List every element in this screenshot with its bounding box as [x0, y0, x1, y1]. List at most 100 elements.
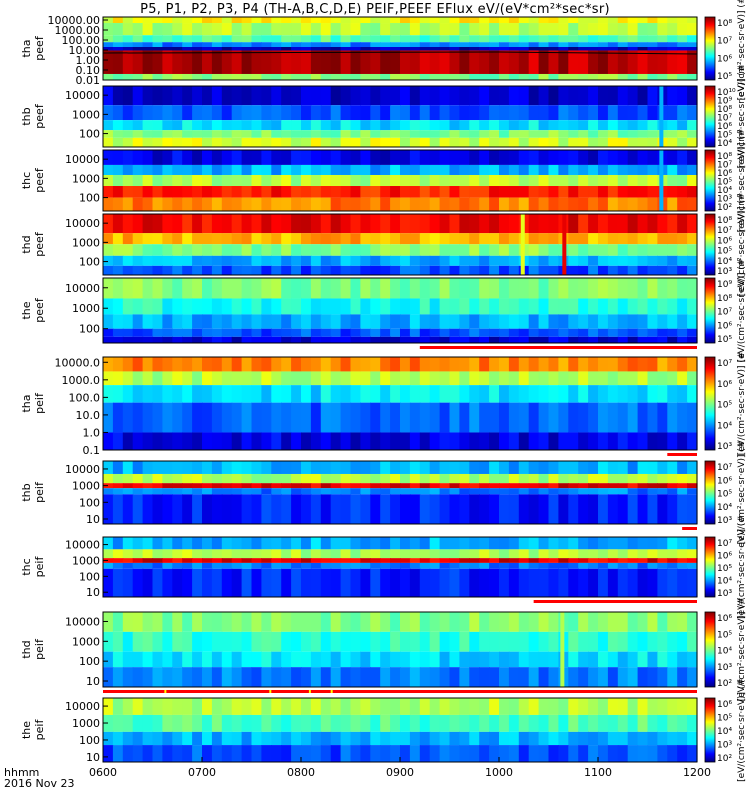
- spectrogram-cell-tha-peif: [360, 402, 371, 433]
- spectrogram-cell-thd-peif: [627, 651, 639, 668]
- spectrogram-cell-thb-peif: [429, 483, 441, 489]
- ylabel: peef: [33, 297, 46, 323]
- spectrogram-cell-thb-peef: [607, 105, 619, 121]
- spectrogram-cell-thb-peef: [202, 137, 213, 147]
- spectrogram-cell-tha-peif: [548, 357, 559, 372]
- spectrogram-cell-thd-peif: [221, 612, 233, 632]
- spectrogram-cell-thd-peif: [340, 667, 352, 687]
- spectrogram-cell-tha-peif: [667, 385, 678, 403]
- spectrogram-cell-thc-peif: [251, 549, 262, 559]
- spectrogram-cell-thd-peef: [122, 233, 134, 245]
- spectrogram-cell-the-peif: [409, 714, 421, 732]
- spectrogram-cell-thd-peef: [647, 244, 658, 256]
- spectrogram-cell-the-peef: [281, 328, 292, 337]
- spectrogram-cell-thc-peif: [637, 568, 649, 597]
- spectrogram-cell-thb-peef: [479, 120, 490, 131]
- spectrogram-cell-thd-peef: [340, 265, 352, 275]
- spectrogram-cell-tha-peef: [439, 47, 451, 51]
- spectrogram-cell-thb-peif: [419, 483, 431, 489]
- spectrogram-cell-the-peif: [508, 714, 520, 732]
- colorbar-title: [eV/(cm²·sec·sr·eV)] (#: [737, 259, 747, 363]
- spectrogram-cell-thd-peef: [370, 265, 381, 275]
- spectrogram-cell-thd-peef: [251, 214, 262, 234]
- spectrogram-cell-thd-peif: [360, 631, 371, 652]
- spectrogram-cell-tha-peif: [538, 385, 550, 403]
- spectrogram-cell-thb-peif: [330, 494, 342, 524]
- spectrogram-cell-the-peef: [568, 278, 579, 299]
- date-label: 2016 Nov 23: [4, 777, 74, 790]
- spectrogram-cell-the-peef: [469, 278, 480, 299]
- spectrogram-cell-thb-peif: [439, 483, 451, 489]
- spectrogram-cell-thd-peif: [667, 651, 678, 668]
- spectrogram-cell-thc-peef: [301, 150, 312, 165]
- spectrogram-cell-thb-peif: [578, 494, 589, 524]
- spectrogram-cell-thb-peif: [251, 488, 262, 495]
- spectrogram-cell-tha-peef: [251, 42, 262, 47]
- spectrogram-cell-thd-peef: [310, 233, 322, 245]
- spectrogram-cell-thd-peef: [211, 233, 223, 245]
- spectrogram-cell-thc-peef: [528, 197, 540, 211]
- spectrogram-cell-thb-peif: [617, 488, 629, 495]
- spectrogram-cell-thd-peif: [231, 612, 243, 632]
- spectrogram-cell-thb-peef: [459, 86, 470, 106]
- panel-frame-thb-peif: [102, 460, 698, 525]
- spectrogram-cell-thb-peif: [538, 473, 550, 484]
- spectrogram-cell-tha-peif: [499, 357, 510, 372]
- panel-frame-thc-peif: [102, 536, 698, 598]
- spectrogram-cell-the-peef: [588, 336, 599, 343]
- spectrogram-cell-tha-peif: [607, 371, 619, 386]
- spectrogram-cell-tha-peef: [112, 73, 124, 80]
- spectrogram-cell-thd-peif: [271, 631, 282, 652]
- spectrogram-cell-the-peif: [350, 714, 361, 732]
- spectrogram-cell-tha-peif: [122, 432, 134, 450]
- spectrogram-cell-the-peef: [360, 298, 371, 315]
- spectrogram-cell-thd-peef: [301, 265, 312, 275]
- spectrogram-cell-thb-peef: [251, 86, 262, 106]
- spectrogram-cell-the-peif: [340, 698, 352, 715]
- spectrogram-cell-thb-peif: [627, 461, 639, 474]
- spectrogram-cell-tha-peef: [429, 50, 441, 74]
- spectrogram-cell-thb-peif: [221, 494, 233, 524]
- ytick-label: 100: [79, 655, 100, 668]
- spectrogram-cell-thc-peif: [518, 568, 530, 597]
- spectrogram-cell-thd-peef: [439, 214, 451, 234]
- spectrogram-cell-thd-peif: [370, 631, 381, 652]
- spectrogram-cell-the-peef: [132, 336, 144, 343]
- spectrogram-cell-the-peef: [152, 328, 163, 337]
- spectrogram-cell-thc-peif: [657, 549, 668, 559]
- colorbar-tick-label: 10⁴: [717, 727, 732, 737]
- spectrogram-cell-thb-peif: [598, 483, 609, 489]
- spectrogram-cell-thc-peif: [192, 558, 203, 563]
- spectrogram-cell-the-peif: [103, 745, 114, 762]
- spectrogram-cell-thd-peef: [419, 233, 431, 245]
- spectrogram-cell-thb-peif: [261, 473, 272, 484]
- spectrogram-cell-tha-peif: [637, 385, 649, 403]
- spectrogram-cell-tha-peef: [419, 23, 431, 36]
- spectrogram-cell-thb-peef: [409, 86, 421, 106]
- spectrogram-cell-tha-peef: [122, 35, 134, 43]
- spectrogram-cell-tha-peef: [617, 50, 629, 74]
- spectrogram-cell-thb-peef: [489, 120, 500, 131]
- spectrogram-cell-thc-peef: [103, 186, 114, 198]
- spectrogram-cell-the-peef: [439, 336, 451, 343]
- spectrogram-cell-thc-peef: [469, 150, 480, 165]
- spectrogram-cell-thd-peef: [627, 265, 639, 275]
- spectrogram-cell-thd-peif: [103, 631, 114, 652]
- spectrogram-cell-thb-peef: [667, 105, 678, 121]
- spectrogram-cell-the-peef: [142, 328, 154, 337]
- spectrogram-cell-thd-peef: [469, 214, 480, 234]
- spectrogram-cell-the-peif: [281, 731, 292, 746]
- spectrogram-cell-the-peif: [647, 698, 658, 715]
- spectrogram-cell-thb-peif: [538, 488, 550, 495]
- spectrogram-cell-thb-peef: [122, 86, 134, 106]
- spectrogram-cell-thb-peif: [241, 494, 253, 524]
- spectrogram-cell-thd-peif: [607, 667, 619, 687]
- spectrogram-cell-thd-peef: [657, 265, 668, 275]
- spectrogram-cell-thb-peif: [598, 473, 609, 484]
- spectrogram-cell-the-peef: [489, 314, 500, 329]
- spectrogram-cell-tha-peef: [320, 23, 332, 36]
- spectrogram-cell-tha-peef: [202, 35, 213, 43]
- spectrogram-cell-thc-peif: [162, 568, 173, 597]
- spectrogram-cell-tha-peef: [241, 50, 253, 74]
- spectrogram-cell-tha-peef: [449, 23, 460, 36]
